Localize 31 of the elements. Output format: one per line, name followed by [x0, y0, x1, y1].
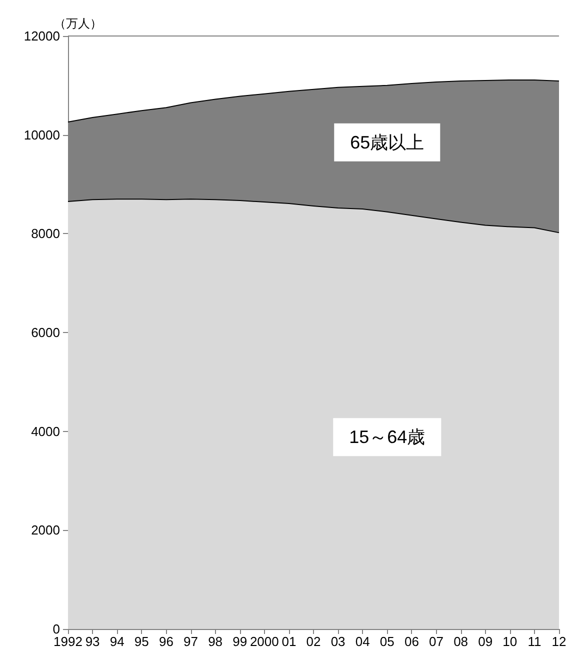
y-axis-title: （万人） — [54, 16, 102, 31]
x-tick-label: 1992 — [54, 634, 82, 649]
x-tick-label: 03 — [330, 634, 346, 649]
y-tick-label: 10000 — [24, 127, 60, 142]
y-tick-label: 8000 — [31, 226, 60, 242]
y-tick-label: 4000 — [31, 424, 60, 439]
series-label: 65歳以上 — [350, 132, 424, 152]
x-tick-label: 98 — [208, 634, 223, 649]
x-tick-label: 01 — [282, 634, 296, 649]
x-tick-label: 2000 — [250, 634, 279, 649]
y-tick-label: 2000 — [31, 522, 60, 538]
x-tick-label: 04 — [355, 634, 370, 649]
x-tick-label: 96 — [158, 634, 174, 649]
y-tick-label: 6000 — [31, 325, 60, 340]
series-label: 15～64歳 — [349, 427, 426, 448]
x-tick-label: 02 — [306, 634, 321, 649]
x-tick-label: 07 — [429, 634, 444, 649]
x-tick-label: 11 — [528, 634, 542, 649]
y-tick-label: 12000 — [24, 28, 60, 44]
x-tick-label: 06 — [404, 634, 419, 649]
y-tick-label: 0 — [52, 622, 60, 636]
x-tick-label: 97 — [184, 634, 198, 649]
x-tick-label: 12 — [552, 634, 566, 649]
x-tick-label: 95 — [134, 634, 149, 649]
x-tick-label: 09 — [478, 634, 493, 649]
x-tick-label: 10 — [502, 634, 518, 649]
x-tick-label: 94 — [110, 634, 124, 649]
x-tick-label: 93 — [85, 634, 100, 649]
x-tick-label: 08 — [454, 634, 468, 649]
x-tick-label: 99 — [232, 634, 248, 649]
x-tick-label: 05 — [380, 634, 394, 649]
